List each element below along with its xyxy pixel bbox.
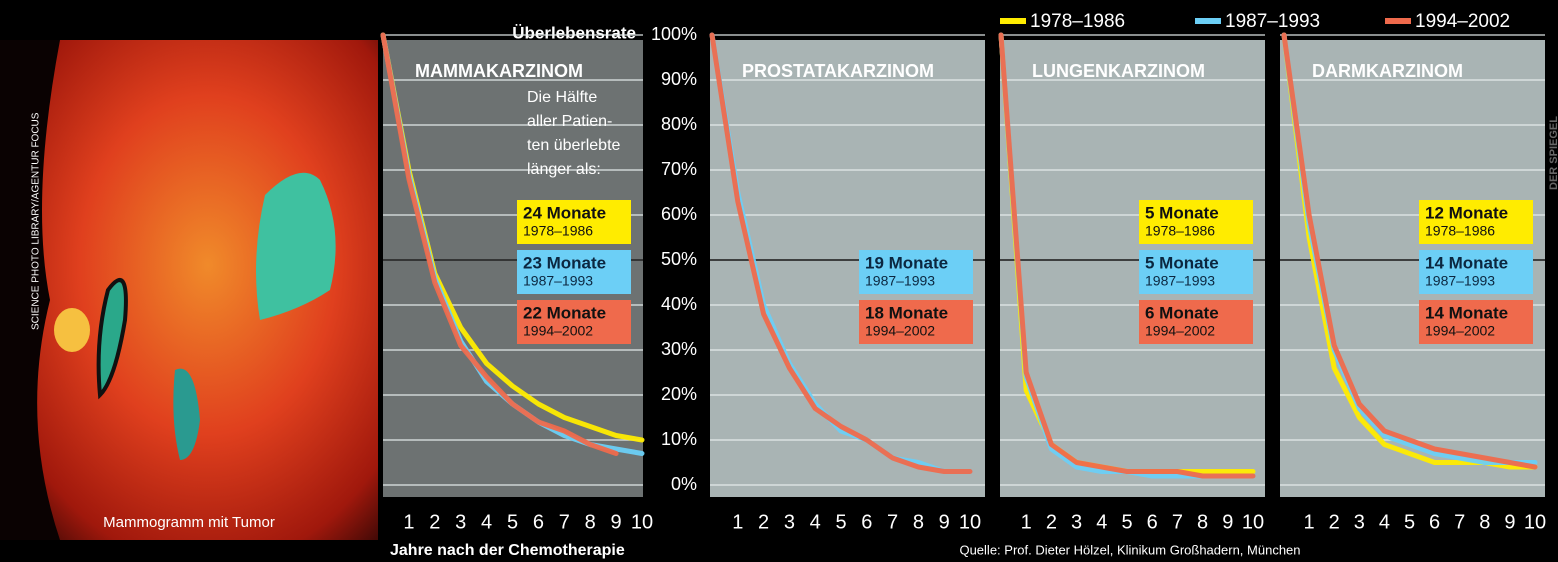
y-tick-label: 90%	[661, 69, 697, 89]
median-period: 1994–2002	[865, 323, 935, 339]
median-value: 5 Monate	[1145, 203, 1219, 222]
median-period: 1994–2002	[1425, 323, 1495, 339]
infographic: Mammogramm mit Tumor SCIENCE PHOTO LIBRA…	[0, 0, 1558, 562]
median-value: 5 Monate	[1145, 253, 1219, 272]
legend-swatch	[1195, 18, 1221, 24]
x-tick-label: 8	[913, 511, 924, 533]
source: Quelle: Prof. Dieter Hölzel, Klinikum Gr…	[959, 542, 1300, 557]
x-tick-label: 4	[481, 511, 492, 533]
x-tick-label: 9	[1222, 511, 1233, 533]
legend-label: 1994–2002	[1415, 11, 1510, 32]
legend-swatch	[1385, 18, 1411, 24]
y-tick-label: 20%	[661, 384, 697, 404]
x-tick-label: 7	[1454, 511, 1465, 533]
x-tick-label: 2	[758, 511, 769, 533]
legend-label: 1987–1993	[1225, 11, 1320, 32]
x-tick-label: 4	[1096, 511, 1107, 533]
annotation: aller Patien-	[527, 113, 612, 130]
median-period: 1987–1993	[865, 273, 935, 289]
panel-title: LUNGENKARZINOM	[1032, 61, 1205, 81]
median-period: 1987–1993	[523, 273, 593, 289]
y-tick-label: 30%	[661, 339, 697, 359]
x-tick-label: 8	[1197, 511, 1208, 533]
x-tick-label: 5	[1404, 511, 1415, 533]
annotation: Die Hälfte	[527, 89, 597, 106]
image-credit: SCIENCE PHOTO LIBRARY/AGENTUR FOCUS	[31, 112, 42, 330]
median-value: 6 Monate	[1145, 303, 1219, 322]
panel-title: DARMKARZINOM	[1312, 61, 1463, 81]
annotation: ten überlebte	[527, 137, 621, 154]
x-tick-label: 9	[1504, 511, 1515, 533]
x-tick-label: 1	[1021, 511, 1032, 533]
panel-title: MAMMAKARZINOM	[415, 61, 583, 81]
x-tick-label: 4	[810, 511, 821, 533]
panel-title: PROSTATAKARZINOM	[742, 61, 934, 81]
median-value: 22 Monate	[523, 303, 606, 322]
annotation: länger als:	[527, 161, 601, 178]
x-tick-label: 3	[784, 511, 795, 533]
x-tick-label: 7	[887, 511, 898, 533]
x-tick-label: 3	[1071, 511, 1082, 533]
x-tick-label: 3	[1354, 511, 1365, 533]
y-tick-label: 40%	[661, 294, 697, 314]
x-tick-label: 5	[835, 511, 846, 533]
x-tick-label: 7	[1172, 511, 1183, 533]
y-tick-label: 50%	[661, 249, 697, 269]
x-tick-label: 5	[1121, 511, 1132, 533]
x-tick-label: 8	[1479, 511, 1490, 533]
y-tick-label: 100%	[651, 24, 697, 44]
median-value: 24 Monate	[523, 203, 606, 222]
x-tick-label: 10	[631, 511, 653, 533]
median-period: 1987–1993	[1145, 273, 1215, 289]
x-tick-label: 10	[959, 511, 981, 533]
median-value: 14 Monate	[1425, 253, 1508, 272]
y-tick-label: 70%	[661, 159, 697, 179]
median-period: 1978–1986	[1145, 223, 1215, 239]
median-value: 23 Monate	[523, 253, 606, 272]
x-tick-label: 2	[429, 511, 440, 533]
x-tick-label: 10	[1242, 511, 1264, 533]
brand: DER SPIEGEL	[1548, 116, 1558, 190]
x-tick-label: 4	[1379, 511, 1390, 533]
y-tick-label: 80%	[661, 114, 697, 134]
x-tick-label: 3	[455, 511, 466, 533]
median-value: 12 Monate	[1425, 203, 1508, 222]
x-axis-title: Jahre nach der Chemotherapie	[390, 542, 625, 559]
x-tick-label: 8	[585, 511, 596, 533]
x-tick-label: 2	[1046, 511, 1057, 533]
x-tick-label: 10	[1524, 511, 1546, 533]
image-caption: Mammogramm mit Tumor	[103, 514, 275, 531]
x-tick-label: 1	[1304, 511, 1315, 533]
legend-label: 1978–1986	[1030, 11, 1125, 32]
x-tick-label: 7	[559, 511, 570, 533]
median-period: 1987–1993	[1425, 273, 1495, 289]
x-tick-label: 5	[507, 511, 518, 533]
x-tick-label: 1	[403, 511, 414, 533]
x-tick-label: 9	[611, 511, 622, 533]
median-period: 1994–2002	[1145, 323, 1215, 339]
legend-swatch	[1000, 18, 1026, 24]
y-axis-title: Überlebensrate	[512, 23, 636, 42]
y-tick-label: 0%	[671, 474, 697, 494]
y-tick-label: 10%	[661, 429, 697, 449]
median-period: 1978–1986	[523, 223, 593, 239]
x-tick-label: 6	[1147, 511, 1158, 533]
y-tick-label: 60%	[661, 204, 697, 224]
mammogram-nipple	[54, 308, 90, 352]
x-tick-label: 2	[1329, 511, 1340, 533]
x-tick-label: 6	[1429, 511, 1440, 533]
x-tick-label: 6	[533, 511, 544, 533]
median-value: 19 Monate	[865, 253, 948, 272]
x-tick-label: 9	[939, 511, 950, 533]
x-tick-label: 6	[861, 511, 872, 533]
median-value: 14 Monate	[1425, 303, 1508, 322]
median-value: 18 Monate	[865, 303, 948, 322]
median-period: 1978–1986	[1425, 223, 1495, 239]
x-tick-label: 1	[732, 511, 743, 533]
median-period: 1994–2002	[523, 323, 593, 339]
